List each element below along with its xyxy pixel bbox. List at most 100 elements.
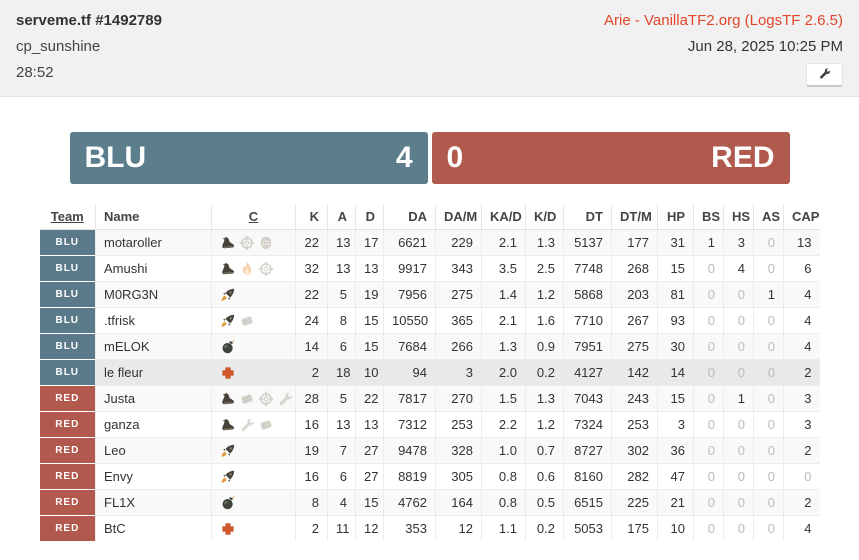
column-header-a[interactable]: A	[327, 204, 356, 230]
team-badge: BLU	[39, 333, 96, 360]
stat-dtm: 302	[611, 437, 658, 464]
stat-as: 0	[753, 307, 784, 334]
stat-dt: 8160	[563, 463, 612, 490]
player-name[interactable]: le fleur	[95, 359, 212, 386]
classes-played	[211, 437, 296, 464]
player-row: BLU le fleur 2 18 10 94 3 2.0 0.2 4127 142 14 0 0 0 2	[39, 359, 820, 386]
player-name[interactable]: Amushi	[95, 255, 212, 282]
column-header-d[interactable]: D	[355, 204, 384, 230]
stat-k: 16	[295, 463, 328, 490]
stat-hp: 15	[657, 255, 694, 282]
column-header-as[interactable]: AS	[753, 204, 784, 230]
column-header-team[interactable]: Team	[39, 204, 96, 230]
player-name[interactable]: mELOK	[95, 333, 212, 360]
demoman-class-icon	[220, 339, 236, 355]
stat-d: 27	[355, 463, 384, 490]
player-name[interactable]: M0RG3N	[95, 281, 212, 308]
soldier-class-icon	[220, 287, 236, 303]
stat-k: 2	[295, 515, 328, 541]
column-header-bs[interactable]: BS	[693, 204, 724, 230]
stat-hs: 4	[723, 255, 754, 282]
player-name[interactable]: BtC	[95, 515, 212, 541]
player-name[interactable]: ganza	[95, 411, 212, 438]
stat-kad: 2.1	[481, 307, 526, 334]
stat-da: 7684	[383, 333, 436, 360]
stat-kd: 0.2	[525, 359, 564, 386]
player-row: RED Leo 19 7 27 9478 328 1.0 0.7 8727 302 36 0 0 0 2	[39, 437, 820, 464]
stat-k: 16	[295, 411, 328, 438]
classes-played	[211, 489, 296, 516]
stat-k: 8	[295, 489, 328, 516]
team-badge: RED	[39, 437, 96, 464]
stat-dam: 3	[435, 359, 482, 386]
column-header-name[interactable]: Name	[95, 204, 212, 230]
classes-played	[211, 229, 296, 256]
stat-kd: 1.6	[525, 307, 564, 334]
stat-cap: 0	[783, 463, 820, 490]
player-name[interactable]: FL1X	[95, 489, 212, 516]
column-header-hp[interactable]: HP	[657, 204, 694, 230]
stat-d: 15	[355, 333, 384, 360]
stat-as: 1	[753, 281, 784, 308]
stat-as: 0	[753, 463, 784, 490]
player-name[interactable]: .tfrisk	[95, 307, 212, 334]
column-header-cap[interactable]: CAP	[783, 204, 820, 230]
stat-hp: 21	[657, 489, 694, 516]
stat-bs: 0	[693, 307, 724, 334]
stat-kd: 0.6	[525, 463, 564, 490]
player-name[interactable]: motaroller	[95, 229, 212, 256]
team-badge: RED	[39, 489, 96, 516]
column-header-hs[interactable]: HS	[723, 204, 754, 230]
stat-dtm: 175	[611, 515, 658, 541]
red-score: 0	[446, 141, 464, 174]
tools-button[interactable]	[806, 63, 843, 87]
stat-bs: 1	[693, 229, 724, 256]
team-badge: BLU	[39, 281, 96, 308]
stat-dtm: 268	[611, 255, 658, 282]
soldier-class-icon	[220, 313, 236, 329]
stat-cap: 2	[783, 359, 820, 386]
team-badge: BLU	[39, 229, 96, 256]
column-header-da[interactable]: DA	[383, 204, 436, 230]
column-header-kad[interactable]: KA/D	[481, 204, 526, 230]
engineer-class-icon	[239, 417, 255, 433]
stat-hs: 0	[723, 437, 754, 464]
stat-as: 0	[753, 411, 784, 438]
column-header-classes[interactable]: C	[211, 204, 296, 230]
player-name[interactable]: Envy	[95, 463, 212, 490]
log-title: serveme.tf #1492789	[16, 12, 162, 29]
stat-cap: 2	[783, 489, 820, 516]
stat-hp: 15	[657, 385, 694, 412]
player-row: RED FL1X 8 4 15 4762 164 0.8 0.5 6515 225 21 0 0 0 2	[39, 489, 820, 516]
stat-hs: 1	[723, 385, 754, 412]
column-header-k[interactable]: K	[295, 204, 328, 230]
player-name[interactable]: Justa	[95, 385, 212, 412]
stat-kad: 0.8	[481, 463, 526, 490]
stat-k: 19	[295, 437, 328, 464]
stat-cap: 6	[783, 255, 820, 282]
stat-k: 32	[295, 255, 328, 282]
column-header-kd[interactable]: K/D	[525, 204, 564, 230]
stat-da: 94	[383, 359, 436, 386]
stat-as: 0	[753, 385, 784, 412]
stat-kad: 3.5	[481, 255, 526, 282]
classes-played	[211, 385, 296, 412]
log-info: serveme.tf #1492789 cp_sunshine 28:52	[16, 8, 162, 87]
column-header-dt[interactable]: DT	[563, 204, 612, 230]
stat-kad: 2.1	[481, 229, 526, 256]
stat-kd: 0.5	[525, 489, 564, 516]
player-row: BLU M0RG3N 22 5 19 7956 275 1.4 1.2 5868 203 81 0 0 1 4	[39, 281, 820, 308]
stat-a: 8	[327, 307, 356, 334]
uploader-link[interactable]: Arie - VanillaTF2.org (LogsTF 2.6.5)	[604, 12, 843, 29]
pyro-class-icon	[239, 261, 255, 277]
stat-a: 5	[327, 385, 356, 412]
player-row: RED ganza 16 13 13 7312 253 2.2 1.2 7324 253 3 0 0 0 3	[39, 411, 820, 438]
column-header-dtm[interactable]: DT/M	[611, 204, 658, 230]
stat-a: 6	[327, 333, 356, 360]
stat-dam: 270	[435, 385, 482, 412]
team-badge: BLU	[39, 255, 96, 282]
player-name[interactable]: Leo	[95, 437, 212, 464]
column-header-dam[interactable]: DA/M	[435, 204, 482, 230]
stat-kd: 1.2	[525, 411, 564, 438]
stat-da: 4762	[383, 489, 436, 516]
